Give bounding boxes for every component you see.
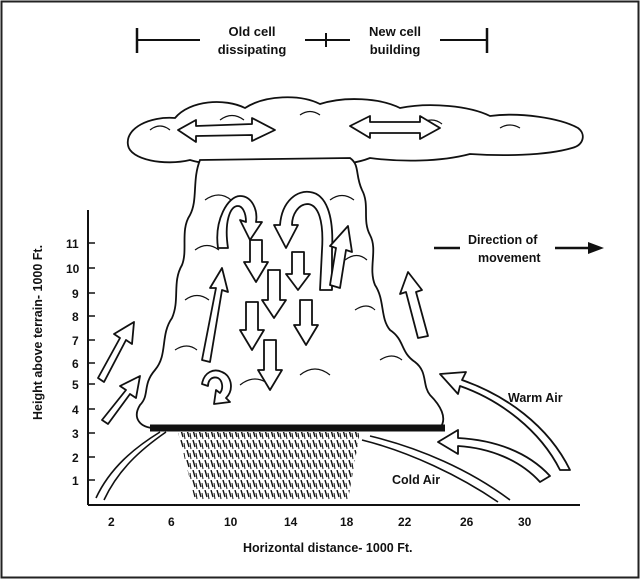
- old-cell-label: Old cell: [229, 24, 276, 39]
- y-tick-3: 3: [72, 427, 79, 441]
- old-cell-sublabel: dissipating: [218, 42, 287, 57]
- curl-arrow-icon: [273, 190, 334, 291]
- downdraft-arrow-icon: [261, 269, 287, 319]
- y-tick-11: 11: [66, 237, 79, 251]
- x-tick-26: 26: [460, 515, 474, 529]
- x-tick-2: 2: [108, 515, 115, 529]
- y-tick-8: 8: [72, 310, 79, 324]
- axes: [87, 210, 580, 506]
- outflow-right-arrow-icon: [349, 115, 441, 140]
- y-tick-1: 1: [72, 474, 79, 488]
- y-tick-5: 5: [72, 378, 79, 392]
- updraft-arrow-icon: [329, 225, 353, 289]
- x-tick-10: 10: [224, 515, 238, 529]
- x-tick-22: 22: [398, 515, 412, 529]
- warm-air-label: Warm Air: [508, 391, 563, 405]
- downdraft-arrow-icon: [243, 239, 269, 283]
- cell-stage-bracket: [135, 22, 489, 62]
- swirl-arrow-icon: [201, 369, 232, 405]
- x-axis-title: Horizontal distance- 1000 Ft.: [243, 541, 412, 555]
- y-tick-9: 9: [72, 287, 79, 301]
- direction-label: Direction of: [468, 233, 538, 247]
- y-tick-7: 7: [72, 334, 79, 348]
- direction-sublabel: movement: [478, 251, 541, 265]
- downdraft-arrow-icon: [285, 251, 311, 291]
- curl-arrow-icon: [216, 195, 263, 249]
- y-tick-2: 2: [72, 451, 79, 465]
- storm-cloud-column: [135, 157, 445, 429]
- x-tick-18: 18: [340, 515, 354, 529]
- updraft-arrow-icon: [399, 271, 429, 339]
- cold-air-label: Cold Air: [392, 473, 440, 487]
- inflow-arrow-icon: [101, 375, 141, 425]
- updraft-arrow-icon: [201, 267, 229, 363]
- x-tick-14: 14: [284, 515, 298, 529]
- y-tick-6: 6: [72, 357, 79, 371]
- x-tick-30: 30: [518, 515, 532, 529]
- airflow-arrows: [97, 115, 571, 483]
- outflow-left-arrow-icon: [177, 117, 276, 143]
- x-tick-6: 6: [168, 515, 175, 529]
- y-tick-10: 10: [66, 262, 80, 276]
- inflow-arrow-icon: [97, 321, 135, 383]
- y-tick-4: 4: [72, 403, 79, 417]
- downdraft-arrow-icon: [293, 299, 319, 346]
- warm-air-arrow-icon: [437, 429, 551, 483]
- downdraft-arrow-icon: [257, 339, 283, 391]
- warm-air-arrow-icon: [439, 371, 571, 471]
- direction-arrow: [434, 242, 604, 254]
- cold-air-outflow: [95, 431, 511, 503]
- rain-shaft: [178, 432, 360, 500]
- downdraft-arrow-icon: [239, 301, 265, 351]
- new-cell-sublabel: building: [370, 42, 421, 57]
- new-cell-label: New cell: [369, 24, 421, 39]
- y-axis-title: Height above terrain- 1000 Ft.: [31, 245, 45, 420]
